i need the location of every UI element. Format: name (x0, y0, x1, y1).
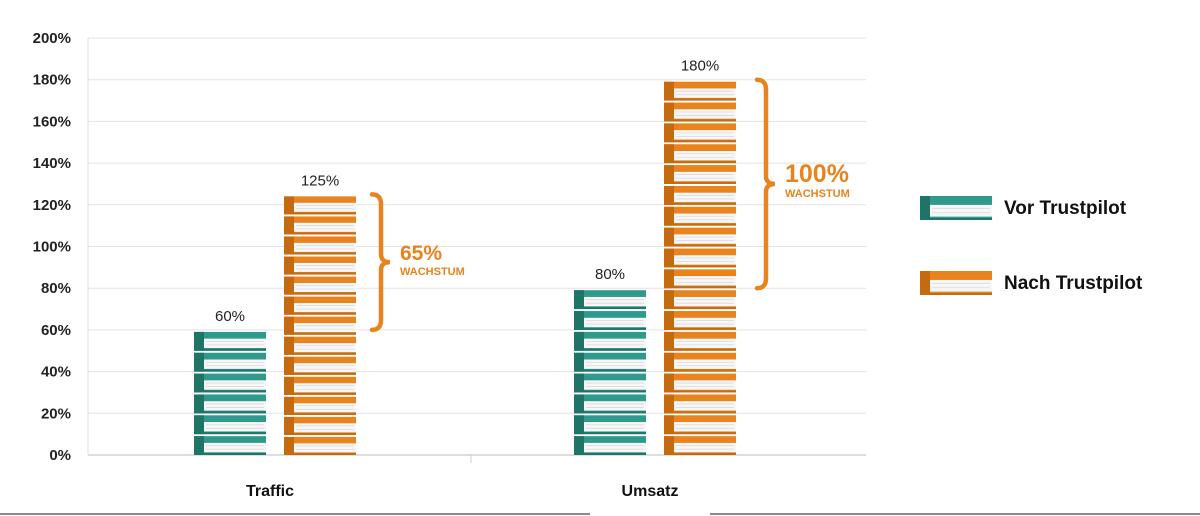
y-tick-label: 120% (33, 197, 71, 214)
legend-item: Vor Trustpilot (920, 196, 1127, 220)
value-label: 180% (681, 58, 719, 75)
bar-vor-trustpilot-traffic (194, 331, 266, 455)
legend: Vor Trustpilot Nach Trustpilot (920, 196, 1143, 295)
growth-label: WACHSTUM (785, 188, 850, 200)
x-category-label: Traffic (246, 483, 294, 500)
y-tick-label: 160% (33, 113, 71, 130)
growth-label: WACHSTUM (400, 266, 465, 278)
y-tick-label: 180% (33, 72, 71, 89)
y-tick-label: 100% (33, 239, 71, 256)
legend-swatch-book (920, 196, 992, 220)
x-category-label: Umsatz (622, 483, 679, 500)
value-label: 125% (301, 172, 339, 189)
x-axis: Traffic Umsatz (0, 455, 1200, 515)
y-tick-label: 20% (41, 405, 71, 422)
bar-nach-trustpilot-umsatz (664, 81, 736, 455)
y-tick-label: 80% (41, 280, 71, 297)
growth-percent: 65% (400, 242, 442, 265)
y-tick-label: 140% (33, 155, 71, 172)
legend-label: Vor Trustpilot (1004, 198, 1127, 219)
growth-brace (754, 77, 776, 291)
value-labels: 60% 80% 125% 180% (215, 58, 719, 325)
legend-item: Nach Trustpilot (920, 271, 1143, 295)
y-tick-label: 0% (49, 447, 71, 464)
y-axis: 0% 20% 40% 60% 80% 100% 120% 140% 160% 180% 200% (33, 30, 71, 464)
growth-brace (369, 192, 391, 333)
value-label: 60% (215, 308, 245, 325)
y-tick-label: 60% (41, 322, 71, 339)
legend-label: Nach Trustpilot (1004, 273, 1143, 294)
bar-nach-trustpilot-traffic (284, 196, 356, 455)
bars (194, 81, 736, 455)
y-tick-label: 40% (41, 364, 71, 381)
legend-swatch-book (920, 271, 992, 295)
y-tick-label: 200% (33, 30, 71, 47)
growth-percent: 100% (785, 160, 849, 188)
bar-vor-trustpilot-umsatz (574, 290, 646, 455)
value-label: 80% (595, 266, 625, 283)
